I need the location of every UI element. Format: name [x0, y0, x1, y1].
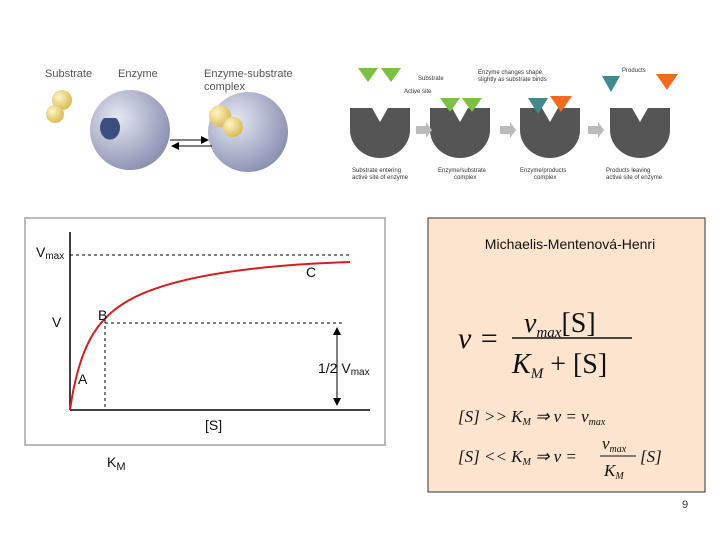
equation-box: Michaelis-Mentenová-Henri v = vmax[S] KM…: [427, 217, 706, 493]
label: V: [52, 314, 62, 330]
kinetics-graph: Vmax C V B 1/2 Vmax A [S] KM: [24, 217, 386, 473]
label: Enzyme/substrate: [438, 168, 487, 174]
label: 1/2 Vmax: [318, 360, 370, 378]
formula: [S] << KM ⇒ v =: [458, 447, 577, 468]
formula: vmax: [602, 434, 627, 455]
label: complex: [454, 175, 476, 181]
label: Products leaving: [606, 168, 650, 174]
label: C: [306, 264, 316, 280]
label: Enzyme/products: [520, 168, 566, 174]
label: Enzyme-substrate: [204, 68, 293, 80]
label: slightly as substrate binds: [478, 77, 547, 83]
label: KM: [107, 454, 126, 473]
lock-key-illustration: Substrate Active site Enzyme changes sha…: [350, 68, 678, 181]
enzyme-illustration: Substrate Enzyme Enzyme-substrate comple…: [45, 68, 293, 172]
formula: vmax[S]: [524, 308, 596, 341]
page-number: 9: [682, 499, 688, 511]
label: Enzyme: [118, 68, 158, 80]
label: B: [98, 307, 107, 323]
label: Substrate entering: [352, 168, 401, 174]
label: complex: [534, 175, 556, 181]
formula: [S] >> KM ⇒ v = vmax: [458, 407, 606, 428]
label: Vmax: [36, 244, 64, 262]
label: active site of enzyme: [352, 175, 409, 181]
formula: KM + [S]: [511, 349, 607, 382]
label: Products: [622, 68, 646, 74]
label: A: [78, 371, 88, 387]
label: Enzyme changes shape: [478, 70, 543, 76]
label: Active site: [404, 89, 432, 95]
formula: KM: [603, 461, 624, 482]
label: complex: [204, 81, 245, 93]
formula: [S]: [640, 447, 662, 466]
label: Substrate: [418, 76, 444, 82]
formula: v =: [458, 322, 499, 355]
label: [S]: [205, 417, 222, 433]
label: Substrate: [45, 68, 92, 80]
title: Michaelis-Mentenová-Henri: [485, 236, 655, 252]
label: active site of enzyme: [606, 175, 663, 181]
